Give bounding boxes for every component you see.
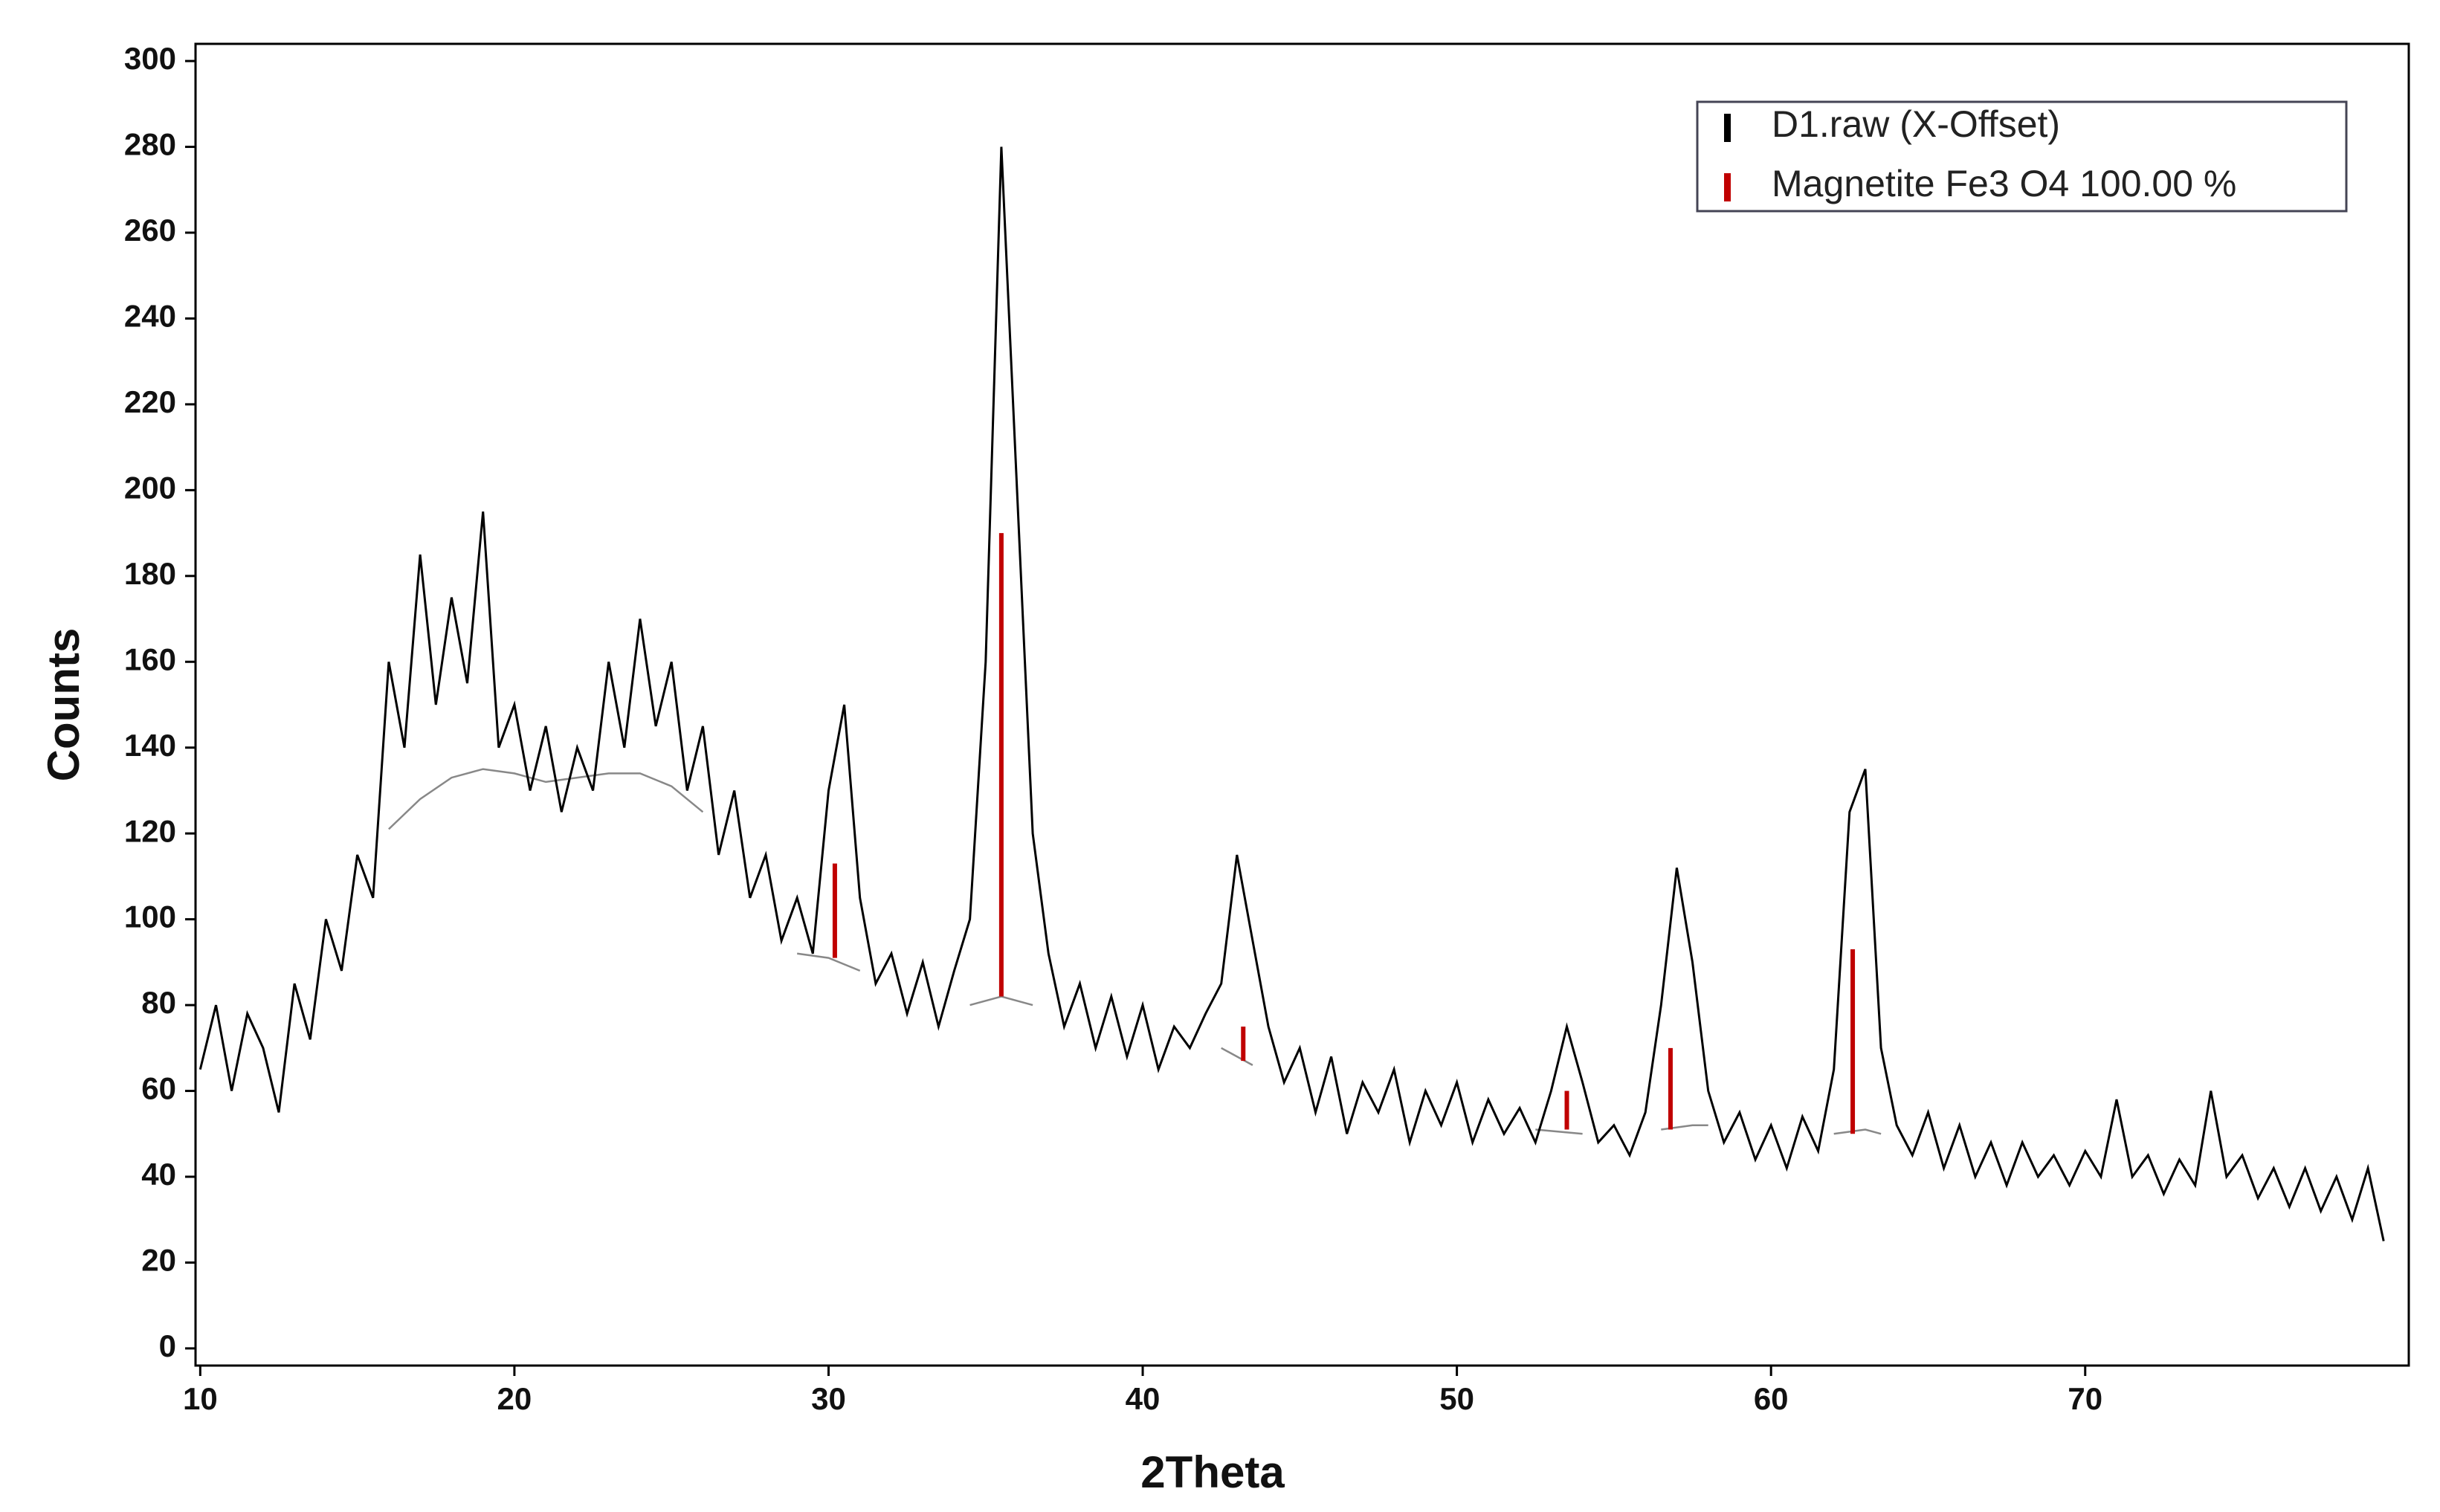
y-tick-label: 40	[141, 1157, 176, 1192]
y-tick-label: 0	[159, 1328, 176, 1363]
x-tick-label: 30	[811, 1381, 846, 1416]
background-curve	[388, 768, 1882, 1135]
y-tick-label: 280	[124, 127, 176, 162]
x-tick-label: 60	[1754, 1381, 1789, 1416]
y-tick-label: 120	[124, 813, 176, 848]
legend-label: D1.raw (X-Offset)	[1772, 103, 2060, 145]
x-tick-label: 40	[1126, 1381, 1161, 1416]
y-tick-label: 200	[124, 470, 176, 505]
x-tick-label: 70	[2068, 1381, 2102, 1416]
legend-marker	[1724, 114, 1731, 142]
legend-box	[1696, 100, 2348, 213]
pattern-line	[199, 146, 2385, 1241]
x-tick-label: 10	[183, 1381, 218, 1416]
x-axis-label: 2Theta	[1140, 1447, 1285, 1497]
y-tick-label: 60	[141, 1071, 176, 1106]
y-tick-label: 160	[124, 642, 176, 676]
y-tick-label: 240	[124, 299, 176, 334]
legend-label: Magnetite Fe3 O4 100.00 %	[1772, 163, 2236, 204]
x-tick-label: 50	[1439, 1381, 1474, 1416]
plot-frame	[194, 42, 2410, 1367]
y-tick-label: 220	[124, 384, 176, 419]
legend-marker	[1724, 173, 1731, 201]
y-tick-label: 80	[141, 985, 176, 1020]
y-tick-label: 20	[141, 1243, 176, 1278]
y-tick-label: 260	[124, 213, 176, 248]
y-tick-label: 300	[124, 41, 176, 76]
y-tick-label: 140	[124, 728, 176, 763]
x-tick-label: 20	[497, 1381, 532, 1416]
y-tick-label: 100	[124, 899, 176, 934]
y-axis-label: Counts	[39, 628, 88, 782]
y-tick-label: 180	[124, 556, 176, 591]
